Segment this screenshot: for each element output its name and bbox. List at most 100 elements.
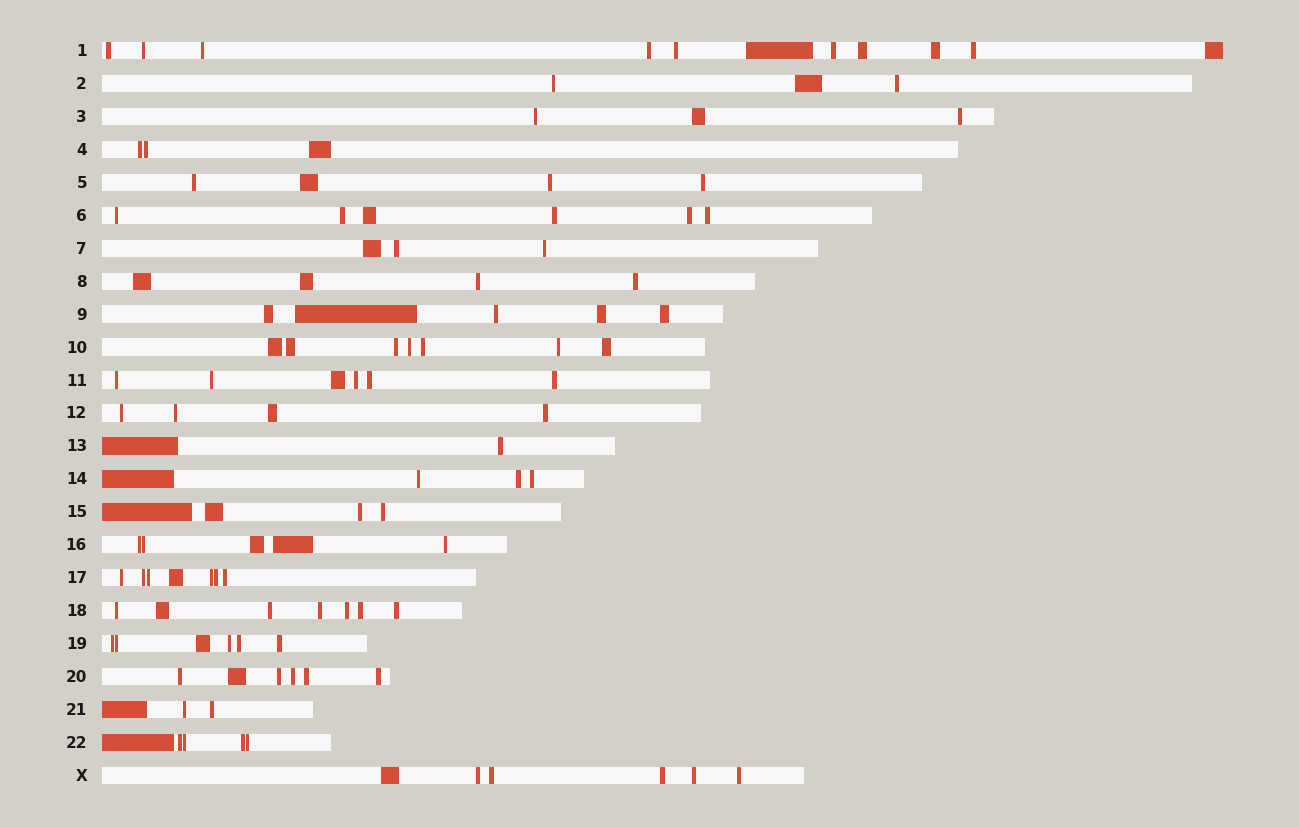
Bar (895, 75, 899, 93)
Bar (101, 504, 192, 521)
Bar (598, 306, 607, 323)
Bar (277, 668, 281, 686)
Bar (972, 43, 976, 60)
Bar (101, 306, 724, 323)
Bar (660, 767, 665, 784)
Bar (692, 767, 696, 784)
Bar (340, 208, 344, 224)
Bar (395, 603, 399, 619)
Text: 20: 20 (65, 670, 87, 685)
Text: 12: 12 (66, 406, 87, 421)
Bar (156, 603, 169, 619)
Bar (120, 570, 123, 587)
Text: 4: 4 (77, 142, 87, 157)
Bar (200, 43, 204, 60)
Bar (214, 570, 217, 587)
Text: X: X (75, 768, 87, 783)
Bar (930, 43, 939, 60)
Bar (475, 273, 481, 290)
Bar (101, 108, 994, 126)
Bar (304, 668, 309, 686)
Bar (142, 537, 145, 554)
Bar (227, 668, 246, 686)
Bar (142, 43, 145, 60)
Bar (209, 701, 214, 719)
Bar (475, 767, 481, 784)
Bar (277, 635, 282, 653)
Text: 13: 13 (66, 439, 87, 454)
Text: 5: 5 (77, 175, 87, 190)
Bar (831, 43, 837, 60)
Bar (116, 635, 118, 653)
Bar (101, 339, 705, 356)
Text: 1: 1 (77, 44, 87, 59)
Bar (687, 208, 692, 224)
Bar (543, 405, 548, 422)
Bar (674, 43, 678, 60)
Text: 10: 10 (66, 340, 87, 355)
Bar (178, 668, 182, 686)
Bar (236, 635, 242, 653)
Bar (530, 471, 534, 488)
Text: 2: 2 (77, 77, 87, 92)
Bar (859, 43, 868, 60)
Bar (286, 339, 295, 356)
Bar (444, 537, 447, 554)
Bar (101, 240, 818, 257)
Bar (705, 208, 709, 224)
Bar (362, 208, 377, 224)
Bar (647, 43, 651, 60)
Bar (601, 339, 611, 356)
Bar (101, 75, 1192, 93)
Bar (368, 372, 372, 390)
Text: 22: 22 (65, 735, 87, 750)
Bar (227, 635, 231, 653)
Text: 6: 6 (77, 208, 87, 223)
Bar (498, 437, 503, 455)
Text: 21: 21 (66, 702, 87, 718)
Text: 8: 8 (77, 275, 87, 289)
Bar (246, 734, 249, 752)
Bar (1205, 43, 1224, 60)
Bar (101, 208, 872, 224)
Bar (417, 471, 421, 488)
Bar (273, 537, 313, 554)
Bar (359, 603, 362, 619)
Bar (395, 240, 399, 257)
Bar (138, 141, 142, 159)
Bar (746, 43, 813, 60)
Bar (377, 668, 381, 686)
Text: 3: 3 (77, 109, 87, 125)
Bar (174, 405, 177, 422)
Bar (101, 141, 957, 159)
Bar (116, 603, 118, 619)
Bar (331, 372, 344, 390)
Bar (633, 273, 638, 290)
Bar (120, 405, 123, 422)
Bar (101, 734, 331, 752)
Bar (353, 372, 359, 390)
Bar (295, 306, 417, 323)
Bar (192, 174, 196, 192)
Bar (516, 471, 521, 488)
Bar (101, 537, 507, 554)
Bar (205, 504, 223, 521)
Bar (101, 43, 1224, 60)
Bar (101, 437, 178, 455)
Bar (101, 734, 174, 752)
Text: 15: 15 (66, 504, 87, 520)
Bar (488, 767, 494, 784)
Bar (132, 273, 151, 290)
Text: 7: 7 (77, 241, 87, 256)
Bar (692, 108, 705, 126)
Bar (183, 701, 186, 719)
Bar (552, 372, 556, 390)
Bar (101, 701, 147, 719)
Bar (242, 734, 244, 752)
Bar (101, 668, 390, 686)
Bar (196, 635, 209, 653)
Bar (147, 570, 149, 587)
Bar (101, 570, 475, 587)
Bar (359, 504, 361, 521)
Bar (101, 767, 804, 784)
